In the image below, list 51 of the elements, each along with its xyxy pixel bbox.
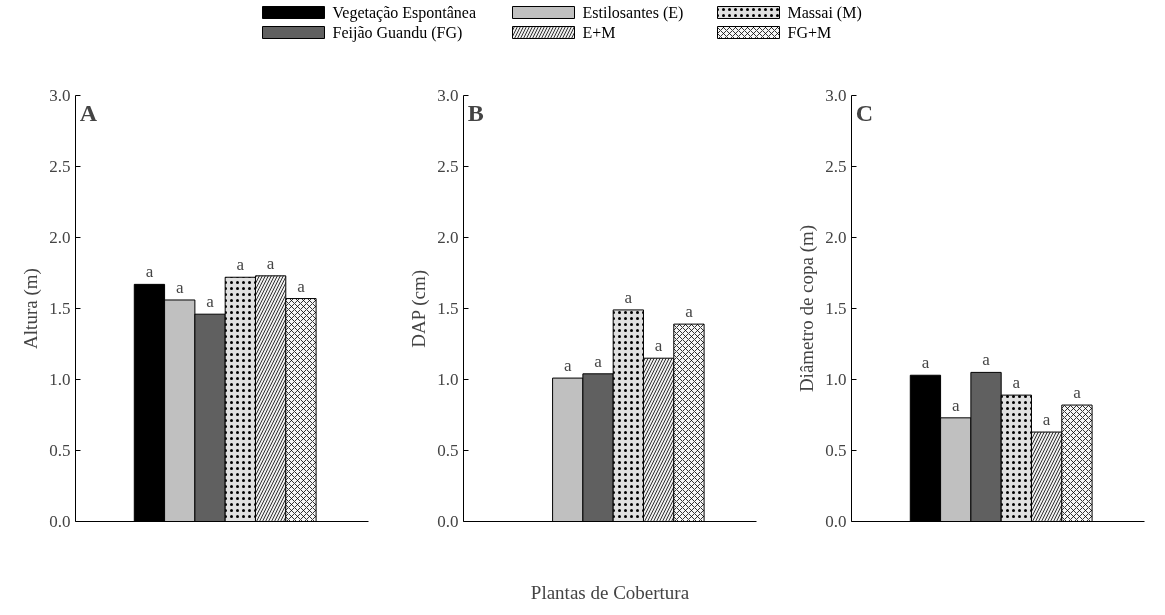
data-label: a [1012,373,1021,393]
y-tick-label: 2.5 [825,157,847,176]
y-tick-label: 1.5 [437,299,459,318]
legend-label: Estilosantes (E) [582,4,684,22]
legend-label: FG+M [787,24,832,41]
y-tick-label: 0.5 [825,441,847,460]
data-label: a [951,395,960,415]
data-label: a [266,253,275,273]
y-tick-label: 0.5 [49,441,71,460]
y-axis-title: Altura (m) [20,268,43,349]
data-label: a [921,353,930,373]
legend-label: E+M [582,24,616,41]
data-label: a [175,277,184,297]
y-tick-label: 1.0 [437,370,459,389]
data-label: a [145,262,154,282]
y-tick-label: 1.0 [49,370,71,389]
data-label: a [982,350,991,370]
legend-label: Vegetação Espontânea [332,4,476,22]
y-tick-label: 2.0 [437,228,459,247]
y-tick-label: 3.0 [437,86,459,105]
y-tick-label: 2.0 [49,228,71,247]
legend-label: Feijão Guandu (FG) [332,24,463,42]
legend-label: Massai (M) [787,4,862,22]
data-label: a [654,336,663,356]
data-label: a [297,276,306,296]
y-tick-label: 1.5 [49,299,71,318]
data-label: a [624,287,633,307]
chart-title: A [79,99,98,126]
chart-title: B [467,99,484,126]
y-tick-label: 0.5 [437,441,459,460]
y-tick-label: 1.5 [825,299,847,318]
data-label: a [594,351,603,371]
y-tick-label: 2.5 [49,157,71,176]
y-tick-label: 2.0 [825,228,847,247]
y-axis-title: Diâmetro de copa (m) [796,224,819,393]
data-label: a [563,356,572,376]
y-axis-title: DAP (cm) [408,269,431,348]
chart-title: C [855,99,874,126]
data-label: a [1042,410,1051,430]
y-tick-label: 3.0 [825,86,847,105]
y-tick-label: 0.0 [49,512,71,531]
data-label: a [236,255,245,275]
data-label: a [206,292,215,312]
y-tick-label: 1.0 [825,370,847,389]
y-tick-label: 0.0 [437,512,459,531]
data-label: a [1073,383,1082,403]
y-tick-label: 0.0 [825,512,847,531]
data-label: a [685,302,694,322]
x-axis-title: Plantas de Cobertura [530,581,690,603]
y-tick-label: 2.5 [437,157,459,176]
y-tick-label: 3.0 [49,86,71,105]
